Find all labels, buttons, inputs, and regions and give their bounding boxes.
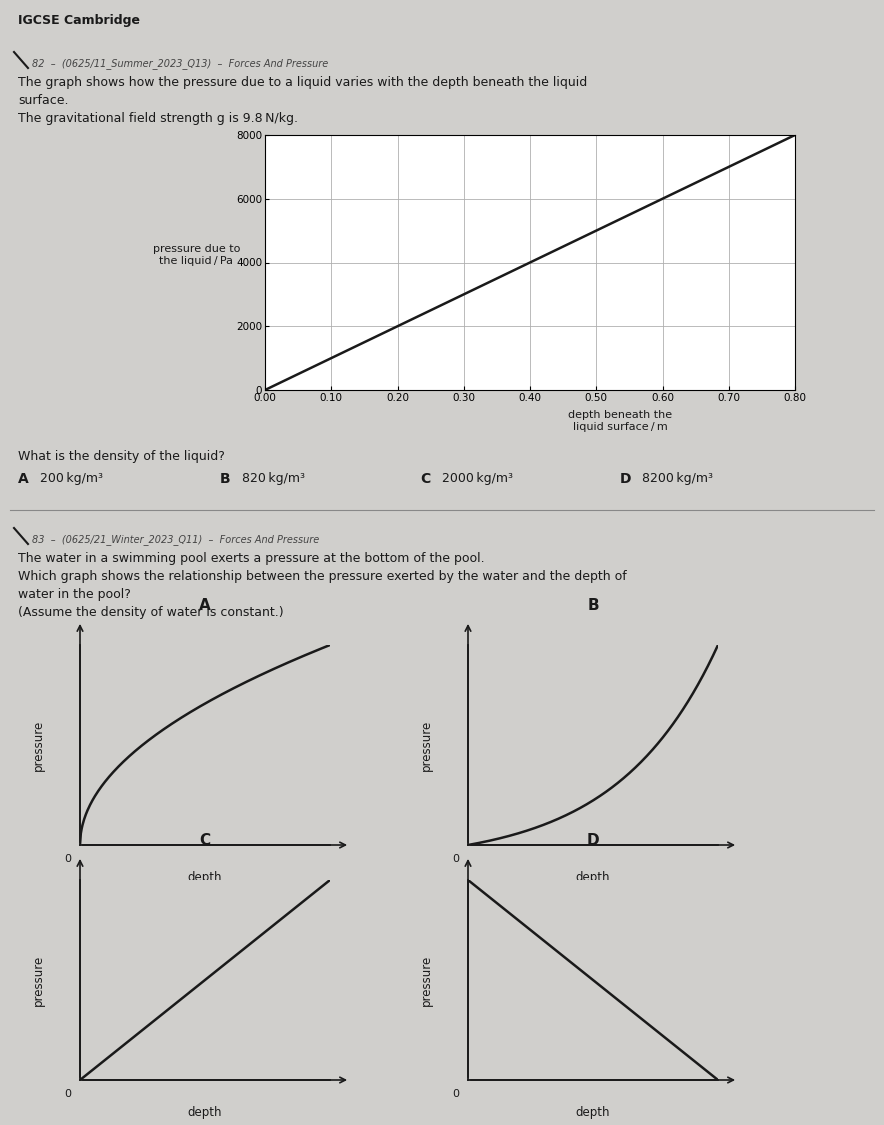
Text: The water in a swimming pool exerts a pressure at the bottom of the pool.: The water in a swimming pool exerts a pr… xyxy=(18,552,484,565)
Text: depth: depth xyxy=(187,871,222,884)
Text: pressure: pressure xyxy=(32,954,45,1006)
Text: 82  –  (0625/11_Summer_2023_Q13)  –  Forces And Pressure: 82 – (0625/11_Summer_2023_Q13) – Forces … xyxy=(32,58,328,69)
Text: pressure: pressure xyxy=(420,954,433,1006)
Text: pressure due to
the liquid / Pa: pressure due to the liquid / Pa xyxy=(153,244,240,266)
Text: 820 kg/m³: 820 kg/m³ xyxy=(242,472,305,485)
Text: A: A xyxy=(199,598,211,613)
Text: B: B xyxy=(587,598,598,613)
Text: Which graph shows the relationship between the pressure exerted by the water and: Which graph shows the relationship betwe… xyxy=(18,570,627,583)
Text: C: C xyxy=(420,472,431,486)
Text: 8200 kg/m³: 8200 kg/m³ xyxy=(642,472,713,485)
Text: What is the density of the liquid?: What is the density of the liquid? xyxy=(18,450,225,463)
Text: depth: depth xyxy=(575,871,610,884)
Text: A: A xyxy=(18,472,29,486)
Text: (Assume the density of water is constant.): (Assume the density of water is constant… xyxy=(18,606,284,619)
Text: 83  –  (0625/21_Winter_2023_Q11)  –  Forces And Pressure: 83 – (0625/21_Winter_2023_Q11) – Forces … xyxy=(32,534,319,544)
Text: The graph shows how the pressure due to a liquid varies with the depth beneath t: The graph shows how the pressure due to … xyxy=(18,76,587,89)
Text: The gravitational field strength g is 9.8 N/kg.: The gravitational field strength g is 9.… xyxy=(18,112,298,125)
Text: D: D xyxy=(620,472,631,486)
Text: depth: depth xyxy=(187,1106,222,1119)
Text: D: D xyxy=(587,832,599,848)
Text: 0: 0 xyxy=(452,1089,459,1099)
Text: 0: 0 xyxy=(64,854,71,864)
Text: pressure: pressure xyxy=(420,719,433,771)
Text: 2000 kg/m³: 2000 kg/m³ xyxy=(442,472,513,485)
Text: IGCSE Cambridge: IGCSE Cambridge xyxy=(18,14,140,27)
Text: depth: depth xyxy=(575,1106,610,1119)
Text: 200 kg/m³: 200 kg/m³ xyxy=(40,472,103,485)
Text: surface.: surface. xyxy=(18,94,68,107)
Text: B: B xyxy=(220,472,231,486)
Text: 0: 0 xyxy=(452,854,459,864)
Text: 0: 0 xyxy=(64,1089,71,1099)
Text: C: C xyxy=(200,832,210,848)
Text: depth beneath the
liquid surface / m: depth beneath the liquid surface / m xyxy=(568,410,672,432)
Text: pressure: pressure xyxy=(32,719,45,771)
Text: water in the pool?: water in the pool? xyxy=(18,588,131,601)
